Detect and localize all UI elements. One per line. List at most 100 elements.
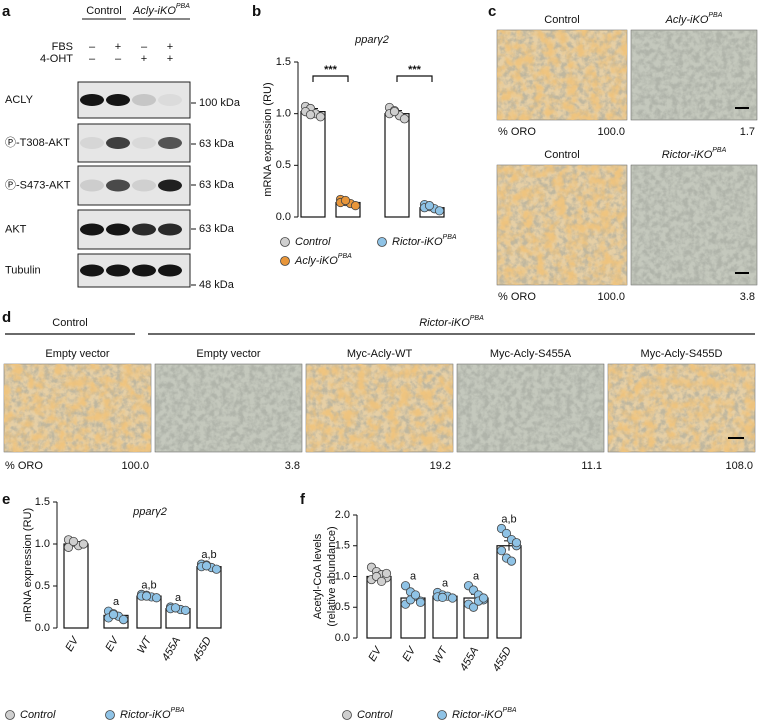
- annotation: a: [473, 571, 480, 583]
- condition-state: +: [167, 41, 173, 53]
- chart-title: pparγ2: [354, 34, 389, 46]
- legend-label: Acly-iKOPBA: [294, 253, 352, 267]
- blot-band: [80, 264, 104, 277]
- data-point: [108, 609, 119, 620]
- image-title-sup: PBA: [712, 147, 726, 154]
- group-label-sup: PBA: [176, 3, 190, 10]
- micrograph-stain: [4, 364, 151, 452]
- legend-marker: [342, 710, 352, 720]
- annotation: a: [175, 592, 182, 604]
- group-label-main: Control: [52, 317, 87, 329]
- condition-state: +: [115, 41, 121, 53]
- annotation: a: [442, 577, 449, 589]
- oro-value: 100.0: [121, 460, 149, 472]
- legend-label-main: Control: [20, 709, 56, 721]
- bar: [63, 543, 89, 629]
- significance-bracket: [312, 75, 349, 82]
- oro-value: 100.0: [597, 126, 625, 138]
- bar: [196, 566, 222, 629]
- annotation: a: [113, 596, 120, 608]
- data-point: [399, 114, 410, 124]
- bar: [384, 113, 410, 218]
- image-title-main: Rictor-iKO: [662, 149, 713, 161]
- annotation: a,b: [141, 579, 156, 591]
- micrograph-texture: [631, 165, 757, 285]
- legend-label: Control: [20, 709, 56, 721]
- condition-state: +: [167, 53, 173, 65]
- image-title-main: Acly-iKO: [665, 14, 709, 26]
- y-tick-label: 1.5: [276, 56, 291, 68]
- data-point: [68, 536, 79, 547]
- data-point: [478, 593, 489, 603]
- oro-value: 108.0: [725, 460, 753, 472]
- y-tick-label: 1.5: [335, 540, 350, 552]
- group-label-main: Rictor-iKO: [419, 317, 470, 329]
- x-tick-label: 455A: [458, 645, 481, 673]
- blot-band: [158, 179, 182, 192]
- blot-band: [80, 94, 104, 106]
- y-tick-label: 0.0: [35, 622, 50, 634]
- image-title: Rictor-iKOPBA: [662, 147, 727, 161]
- x-tick-label: EV: [103, 634, 122, 654]
- y-tick-label: 1.0: [276, 108, 291, 120]
- group-label: Control: [52, 317, 87, 329]
- y-tick-label: 0.5: [335, 601, 350, 613]
- data-point: [381, 568, 392, 579]
- y-tick-label: 0.0: [276, 211, 291, 223]
- group-label: Acly-iKOPBA: [132, 3, 190, 17]
- y-axis-label: (relative abundance): [326, 526, 338, 626]
- legend-marker: [437, 710, 447, 720]
- marker-label: 63 kDa: [199, 179, 235, 191]
- panel-label: b: [252, 3, 261, 20]
- blot-label: Ⓟ-T308-AKT: [5, 136, 70, 149]
- marker-label: 100 kDa: [199, 97, 241, 109]
- panel-label: d: [2, 309, 11, 326]
- blot-label: ACLY: [5, 94, 34, 106]
- data-point: [305, 110, 316, 120]
- oro-value: 100.0: [597, 291, 625, 303]
- oro-value: 19.2: [430, 460, 451, 472]
- legend-label: Rictor-iKOPBA: [452, 707, 517, 721]
- data-point: [78, 539, 89, 549]
- data-point: [511, 538, 522, 548]
- legend-label-sup: PBA: [338, 253, 352, 260]
- legend-label-main: Acly-iKO: [294, 255, 338, 267]
- micrograph-texture: [631, 30, 757, 120]
- blot-label: Tubulin: [5, 264, 41, 276]
- blot-label: Ⓟ-S473-AKT: [5, 178, 71, 191]
- blot-band: [158, 264, 182, 277]
- data-point: [468, 602, 479, 612]
- legend-label-sup: PBA: [171, 707, 185, 714]
- blot-band: [80, 179, 104, 192]
- image-title: Myc-Acly-S455A: [490, 348, 572, 360]
- image-title-main: Control: [544, 14, 579, 26]
- blot-band: [106, 179, 130, 192]
- data-point: [410, 590, 421, 600]
- image-title: Empty vector: [196, 348, 261, 360]
- y-tick-label: 1.5: [35, 496, 50, 508]
- image-title: Control: [544, 14, 579, 26]
- y-tick-label: 0.5: [35, 580, 50, 592]
- marker-label: 63 kDa: [199, 223, 235, 235]
- x-tick-label: EV: [366, 644, 385, 664]
- data-point: [315, 112, 326, 122]
- bar: [300, 110, 326, 218]
- blot-band: [106, 137, 130, 149]
- y-tick-label: 0.5: [276, 159, 291, 171]
- x-tick-label: 455D: [491, 645, 515, 674]
- condition-label: 4-OHT: [40, 53, 73, 65]
- oro-value: 3.8: [285, 460, 300, 472]
- blot-band: [80, 223, 104, 236]
- blot-band: [106, 94, 130, 106]
- oro-value: 3.8: [740, 291, 755, 303]
- annotation: a,b: [501, 513, 516, 525]
- micrograph-stain: [497, 30, 627, 120]
- data-point: [424, 201, 435, 211]
- data-point: [415, 597, 426, 607]
- annotation: a,b: [201, 549, 216, 561]
- data-point: [376, 576, 387, 587]
- marker-label: 48 kDa: [199, 279, 235, 291]
- blot-band: [132, 264, 156, 277]
- data-point: [340, 195, 351, 206]
